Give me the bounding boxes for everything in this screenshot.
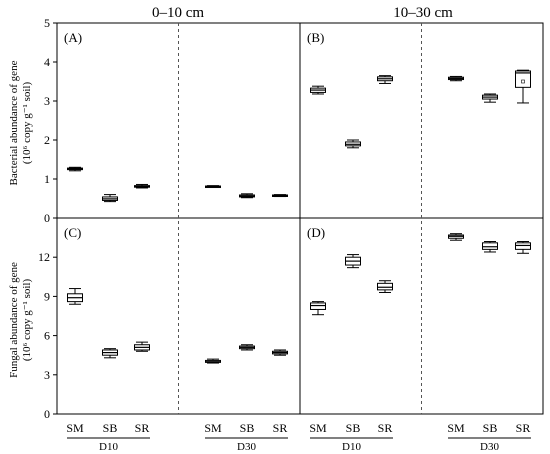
y-axis-title-bacterial-line2: (10⁶ copy g⁻¹ soil) — [21, 82, 33, 165]
x-category-label: SM — [204, 421, 222, 435]
box-body — [310, 302, 326, 310]
box-d30-sr — [272, 349, 288, 356]
box-d10-sb — [345, 139, 361, 149]
box-d10-sb — [345, 254, 361, 269]
box-d30-sm — [205, 185, 221, 189]
y-tick-label: 1 — [44, 172, 50, 186]
x-category-label: SR — [516, 421, 531, 435]
x-group-label: D10 — [99, 441, 118, 453]
x-category-label: SM — [66, 421, 84, 435]
box-d10-sr — [377, 280, 393, 293]
box-d10-sm — [310, 301, 326, 316]
y-axis-title-fungal-line1: Fungal abundance of gene — [8, 262, 20, 378]
y-tick-label: 4 — [44, 55, 50, 69]
y-tick-label: 3 — [44, 94, 50, 108]
y-tick-label: 9 — [44, 289, 50, 303]
box-mean-marker — [521, 79, 525, 84]
x-category-label: SR — [135, 421, 150, 435]
y-tick-label: 6 — [44, 329, 50, 343]
column-header-0-10cm: 0–10 cm — [152, 5, 204, 21]
y-tick-label: 3 — [44, 368, 50, 382]
box-d10-sr — [134, 183, 150, 189]
panel-label: (D) — [307, 225, 325, 240]
box-d30-sm — [205, 358, 221, 364]
box-d10-sr — [377, 75, 393, 84]
box-d30-sm — [448, 233, 464, 241]
box-d30-sb — [482, 241, 498, 253]
y-axis-title-bacterial-line1: Bacterial abundance of gene — [8, 60, 20, 185]
x-axis-labels: SM SB SR SM SB SR D10 D30 SM SB SR SM SB SR D10 D30 — [66, 421, 531, 453]
box-body — [377, 282, 393, 291]
x-category-label: SM — [447, 421, 465, 435]
box-d10-sm — [67, 288, 83, 305]
box-body — [515, 242, 531, 250]
column-header-10-30cm: 10–30 cm — [393, 5, 453, 21]
y-axis-title-fungal-line2: (10⁶ copy g⁻¹ soil) — [21, 279, 33, 362]
x-category-label: SR — [378, 421, 393, 435]
x-category-label: SB — [240, 421, 255, 435]
y-axis-title-bacterial: Bacterial abundance of gene (10⁶ copy g⁻… — [8, 60, 33, 185]
x-category-label: SB — [346, 421, 361, 435]
y-tick-label: 12 — [38, 250, 50, 264]
x-category-label: SR — [273, 421, 288, 435]
y-tick-label: 5 — [44, 16, 50, 30]
x-category-label: SM — [309, 421, 327, 435]
box-d10-sb — [102, 194, 118, 203]
panel-label: (B) — [307, 30, 324, 45]
box-d30-sm — [448, 75, 464, 82]
box-body — [515, 70, 531, 88]
box-d30-sb — [239, 193, 255, 199]
box-d30-sb — [482, 93, 498, 103]
panel-label: (A) — [64, 30, 82, 45]
box-d30-sr — [515, 241, 531, 254]
x-category-label: SB — [103, 421, 118, 435]
box-body — [482, 242, 498, 250]
x-group-label: D30 — [237, 441, 256, 453]
x-group-label: D30 — [480, 441, 499, 453]
x-category-label: SB — [483, 421, 498, 435]
y-tick-label: 0 — [44, 407, 50, 421]
y-tick-label: 2 — [44, 133, 50, 147]
box-d10-sm — [67, 166, 83, 172]
y-axis-title-fungal: Fungal abundance of gene (10⁶ copy g⁻¹ s… — [8, 262, 33, 378]
box-d10-sb — [102, 348, 118, 359]
panel-label: (C) — [64, 225, 81, 240]
box-d30-sr — [515, 69, 531, 104]
box-d10-sm — [310, 85, 326, 95]
y-tick-label: 0 — [44, 211, 50, 225]
x-group-label: D10 — [342, 441, 361, 453]
box-d10-sr — [134, 341, 150, 352]
box-d30-sr — [272, 194, 288, 198]
box-d30-sb — [239, 344, 255, 351]
